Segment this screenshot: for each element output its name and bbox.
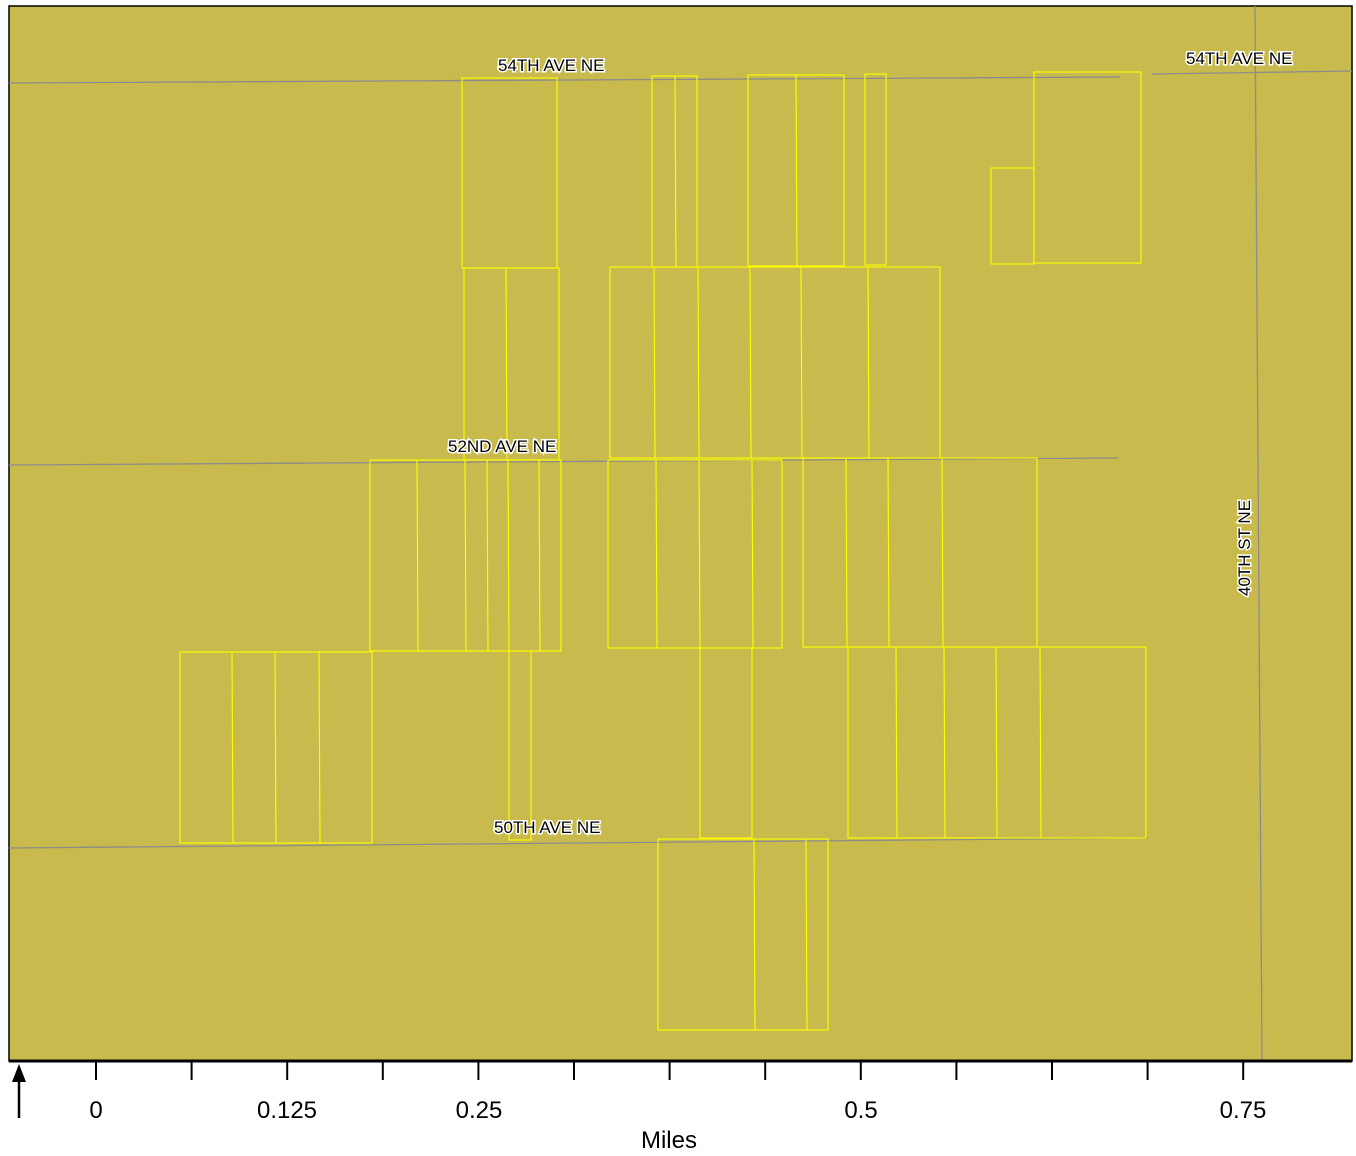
parcel-boundary [416,459,419,652]
scale-label-0: 0 [89,1097,102,1124]
parcel-boundary [274,651,277,844]
map-area [8,5,1353,1062]
parcel-boundary [1039,646,1042,839]
parcel-boundary [867,266,870,459]
parcels-layer [179,71,1147,1031]
parcel-block [508,650,532,841]
scale-label-0-5: 0.5 [844,1097,877,1124]
scale-label-0-125: 0.125 [257,1097,317,1124]
scale-label-0-75: 0.75 [1220,1097,1267,1124]
parcel-block [699,647,753,839]
parcel-boundary [749,266,752,459]
scale-bar: 0 0.125 0.25 0.5 0.75 Miles [9,1059,1352,1154]
road-40th-st-ne [1254,5,1263,1062]
parcel-boundary [653,266,656,459]
scale-bar-ticks [95,1061,1245,1080]
parcel-boundary [231,651,234,844]
parcel-boundary [697,266,700,459]
parcel-boundary [887,457,890,648]
parcel-boundary [805,838,808,1031]
scale-label-0-25: 0.25 [456,1097,503,1124]
road-label-54th-ave-ne: 54TH AVE NE [498,56,604,75]
parcel-boundary [505,267,508,461]
parcel-boundary [995,646,998,839]
parcel-boundary [486,459,489,652]
parcel-boundary [800,266,803,459]
parcel-boundary [751,459,754,649]
road-label-40th-st-ne: 40TH ST NE [1235,500,1254,596]
north-arrow-icon [12,1064,26,1118]
parcel-block [990,167,1035,265]
parcel-boundary [895,646,898,839]
parcel-block [657,838,829,1031]
parcel-boundary [943,646,946,839]
parcel-block [607,459,783,649]
parcel-boundary [464,459,467,652]
road-54th-ave-ne-west [8,76,1121,84]
road-label-52nd-ave-ne: 52ND AVE NE [448,437,556,456]
road-label-50th-ave-ne: 50TH AVE NE [494,818,600,837]
parcel-boundary [795,74,798,267]
road-50th-ave-ne [8,837,1149,849]
roads-layer [8,5,1353,1062]
parcel-boundary [538,459,541,652]
parcel-boundary [698,459,701,649]
road-label-54th-ave-ne-east: 54TH AVE NE [1186,49,1292,68]
scale-unit-label: Miles [641,1127,697,1154]
parcel-block [609,266,941,459]
parcel-boundary [845,457,848,648]
parcel-boundary [655,459,658,649]
road-54th-ave-ne-east [1151,70,1353,75]
road-52nd-ave-ne [8,457,1119,466]
parcel-boundary [507,459,510,652]
parcel-block [864,73,887,266]
parcel-boundary [318,651,321,844]
parcel-boundary [753,838,756,1031]
parcel-boundary [941,457,944,648]
parcel-boundary [674,75,677,268]
